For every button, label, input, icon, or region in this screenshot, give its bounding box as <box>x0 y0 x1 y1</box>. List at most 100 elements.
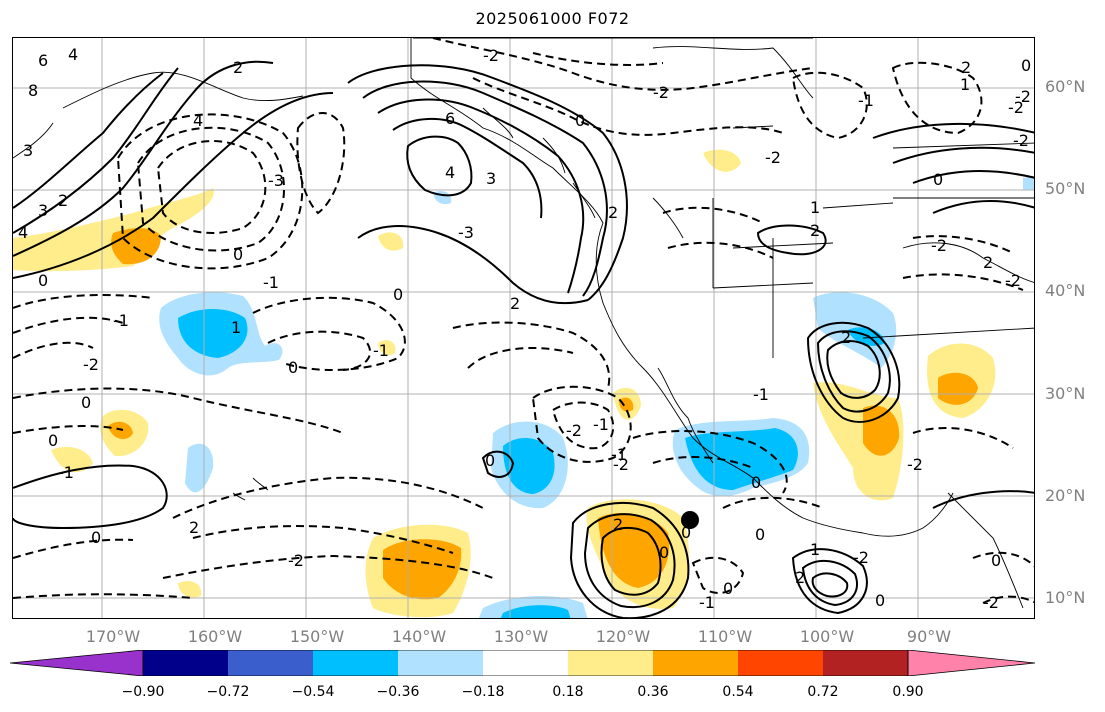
contour-label: -2 <box>1013 131 1029 150</box>
contour-label: -2 <box>853 548 869 567</box>
lat-label: 30°N <box>1045 384 1086 403</box>
contour-label: -1 <box>113 311 129 330</box>
contour-label: -2 <box>288 551 304 570</box>
positive-anomaly-region <box>178 581 202 598</box>
negative-anomaly-core <box>685 428 798 490</box>
colorbar-segment <box>568 650 653 676</box>
contour-label: 3 <box>38 201 48 220</box>
colorbar-segment <box>738 650 823 676</box>
colorbar <box>10 650 1036 676</box>
contour-label: 0 <box>875 591 885 610</box>
lat-label: 10°N <box>1045 588 1086 607</box>
positive-anomaly-core <box>598 513 670 588</box>
contour-label: 0 <box>393 285 403 304</box>
contour-label: 3 <box>23 141 33 160</box>
contour-label: 2 <box>983 253 993 272</box>
contour-label: -2 <box>1015 87 1031 106</box>
colorbar-segment <box>398 650 483 676</box>
positive-anomaly-region <box>13 188 214 272</box>
lat-label: 60°N <box>1045 77 1086 96</box>
negative-anomaly-core <box>178 309 248 358</box>
contour-label: 2 <box>613 515 623 534</box>
positive-anomaly-region <box>378 340 396 356</box>
contour-label: 4 <box>193 111 203 130</box>
contour-label: -2 <box>653 83 669 102</box>
contour-label: 3 <box>486 169 496 188</box>
contour-label: 1 <box>810 198 820 217</box>
contour-label: -2 <box>1005 271 1021 290</box>
contour-label: 2 <box>810 221 820 240</box>
contour-label: 2 <box>795 568 805 587</box>
contour-label: 0 <box>659 543 669 562</box>
plot-title: 2025061000 F072 <box>475 9 630 28</box>
colorbar-tick: 0.72 <box>807 684 839 700</box>
contour-label: 2 <box>510 294 520 313</box>
lon-label: 110°W <box>697 627 753 646</box>
contour-label: 0 <box>48 431 58 450</box>
contour-label: 1 <box>810 540 820 559</box>
contour-label: 0 <box>1021 56 1031 75</box>
contour-label: 0 <box>91 528 101 547</box>
contour-label: -1 <box>593 415 609 434</box>
contour-label: 0 <box>723 579 733 598</box>
lat-label: 40°N <box>1045 281 1086 300</box>
map-panel[interactable]: 6 4 8 3 4 3 2 4 6 4 3 2 0 0 2 0 2 0 0 2 … <box>12 37 1035 619</box>
colorbar-tick: 0.90 <box>892 684 924 700</box>
contour-labels: 6 4 8 3 4 3 2 4 6 4 3 2 0 0 2 0 2 0 0 2 … <box>18 45 1031 612</box>
contour-label: 1 <box>231 318 241 337</box>
contour-label: 4 <box>18 223 28 242</box>
contour-label: 0 <box>81 393 91 412</box>
contour-label: -2 <box>931 236 947 255</box>
location-marker <box>681 511 699 529</box>
lat-label: 20°N <box>1045 486 1086 505</box>
positive-anomaly-core <box>938 372 978 405</box>
colorbar-segment <box>313 650 398 676</box>
contour-label: 2 <box>608 203 618 222</box>
shading-layer <box>13 149 1034 618</box>
colorbar-tick: −0.72 <box>206 684 250 700</box>
contour-label: 2 <box>233 58 243 77</box>
positive-anomaly-region <box>703 149 741 172</box>
contour-label: -3 <box>268 171 284 190</box>
contour-label: -3 <box>458 223 474 242</box>
colorbar-segment <box>483 650 568 676</box>
contour-label: 6 <box>445 109 455 128</box>
contour-label: -2 <box>983 593 999 612</box>
contour-label: 2 <box>189 518 199 537</box>
contour-label: 0 <box>751 473 761 492</box>
contour-label: -2 <box>907 455 923 474</box>
positive-anomaly-core <box>863 405 900 456</box>
contour-label: 0 <box>288 358 298 377</box>
contour-label: -1 <box>699 593 715 612</box>
contour-label: -2 <box>765 148 781 167</box>
contour-label: 8 <box>28 81 38 100</box>
contour-label: 6 <box>38 51 48 70</box>
contour-label: 0 <box>485 451 495 470</box>
positive-anomaly-core <box>111 228 161 265</box>
lon-label: 140°W <box>391 627 447 646</box>
negative-anomaly-core <box>503 437 555 494</box>
contour-label: -1 <box>753 385 769 404</box>
contour-label: 2 <box>961 58 971 77</box>
colorbar-tick: 0.54 <box>722 684 754 700</box>
contour-label: -2 <box>613 455 629 474</box>
colorbar-segment <box>823 650 908 676</box>
contour-label: 0 <box>933 170 943 189</box>
contour-label: -1 <box>373 341 389 360</box>
contour-label: 1 <box>960 75 970 94</box>
lon-label: 120°W <box>595 627 651 646</box>
contour-label: 0 <box>575 111 585 130</box>
contour-label: -2 <box>483 46 499 65</box>
negative-anomaly-region <box>185 443 214 493</box>
contour-label: -2 <box>566 421 582 440</box>
contour-label: 4 <box>445 163 455 182</box>
contour-label: -2 <box>83 355 99 374</box>
colorbar-segment <box>653 650 738 676</box>
contour-label: -1 <box>611 445 627 464</box>
lon-label: 100°W <box>799 627 855 646</box>
contour-label: 0 <box>38 271 48 290</box>
colorbar-tick: 0.18 <box>552 684 584 700</box>
contour-label: -1 <box>858 91 874 110</box>
lon-label: 90°W <box>906 627 952 646</box>
lon-label: 130°W <box>493 627 549 646</box>
